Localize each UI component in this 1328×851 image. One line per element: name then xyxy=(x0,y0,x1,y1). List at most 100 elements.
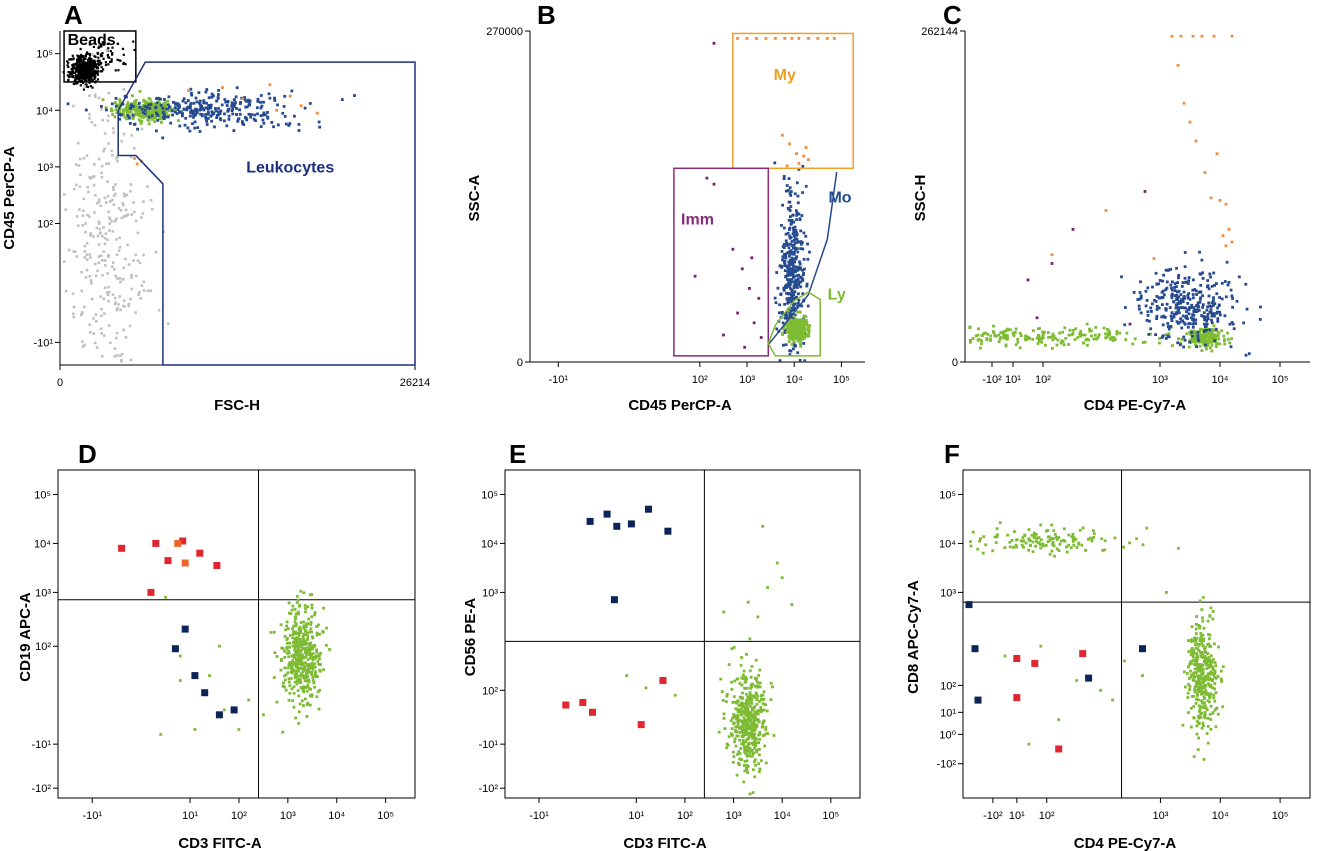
point xyxy=(989,334,992,338)
point xyxy=(107,210,110,214)
point xyxy=(101,118,105,122)
point xyxy=(794,248,797,251)
point xyxy=(744,740,748,744)
point xyxy=(75,69,78,72)
point xyxy=(754,743,757,747)
point xyxy=(755,37,758,40)
point xyxy=(1070,535,1074,539)
point xyxy=(124,208,128,212)
point xyxy=(796,310,800,314)
y-axis-label-a: CD45 PerCP-A xyxy=(1,146,18,250)
point xyxy=(778,311,781,315)
point xyxy=(309,644,312,648)
point xyxy=(782,177,786,181)
point xyxy=(300,699,304,703)
point xyxy=(795,269,799,272)
point xyxy=(1206,673,1209,677)
point xyxy=(111,293,115,296)
point xyxy=(801,292,805,296)
point xyxy=(1021,536,1025,539)
point xyxy=(1041,332,1045,336)
point xyxy=(122,266,125,270)
point xyxy=(789,250,792,254)
point xyxy=(130,134,133,137)
point xyxy=(294,650,298,654)
point xyxy=(742,732,746,735)
point xyxy=(304,633,307,637)
point xyxy=(1154,333,1157,336)
point xyxy=(795,233,799,236)
point xyxy=(1013,694,1021,702)
point xyxy=(1220,680,1223,683)
point xyxy=(78,64,81,67)
point xyxy=(1210,318,1213,322)
point xyxy=(1192,319,1196,323)
point xyxy=(313,613,316,617)
point xyxy=(748,715,752,719)
point xyxy=(95,346,99,349)
point xyxy=(753,739,757,743)
point xyxy=(102,149,105,153)
point xyxy=(163,98,166,101)
point xyxy=(786,301,790,305)
point xyxy=(755,741,758,745)
point xyxy=(740,702,744,706)
point xyxy=(92,317,95,320)
y-tick-label-e-4: 10⁴ xyxy=(481,538,498,550)
point xyxy=(208,674,211,677)
point xyxy=(67,70,70,74)
point xyxy=(1188,663,1191,666)
point xyxy=(745,686,749,690)
point xyxy=(307,668,310,671)
point xyxy=(1045,529,1048,533)
point xyxy=(1199,677,1203,680)
point xyxy=(792,284,796,288)
point xyxy=(88,253,92,256)
point xyxy=(80,271,83,274)
point xyxy=(1194,139,1198,143)
point xyxy=(790,221,793,225)
point xyxy=(318,632,321,636)
point xyxy=(118,354,122,357)
point xyxy=(1186,294,1190,297)
y-tick-label-e-1: -10¹ xyxy=(478,739,498,751)
point xyxy=(763,733,766,737)
point xyxy=(1059,539,1063,543)
point xyxy=(1199,284,1203,287)
point xyxy=(218,117,222,120)
point xyxy=(1212,312,1216,315)
point xyxy=(984,543,988,547)
point xyxy=(118,110,121,113)
point xyxy=(1208,330,1212,333)
point xyxy=(1169,314,1173,318)
point xyxy=(79,79,82,82)
point xyxy=(169,121,173,125)
point xyxy=(1031,659,1039,667)
point xyxy=(787,280,791,284)
point xyxy=(790,342,794,346)
point xyxy=(310,673,314,676)
point xyxy=(269,631,273,634)
point xyxy=(129,358,133,362)
point xyxy=(207,103,210,107)
point xyxy=(1209,606,1213,610)
point xyxy=(146,289,150,293)
point xyxy=(294,612,298,616)
point xyxy=(1222,334,1226,338)
point xyxy=(579,699,587,706)
point xyxy=(1039,644,1043,648)
point xyxy=(161,136,165,140)
point xyxy=(185,106,189,110)
point xyxy=(751,715,755,719)
point xyxy=(1024,338,1028,342)
point xyxy=(798,342,802,345)
point xyxy=(1170,294,1174,297)
point xyxy=(780,576,784,580)
point xyxy=(1003,654,1007,658)
point xyxy=(307,617,311,621)
point xyxy=(255,106,259,110)
point xyxy=(1176,63,1180,67)
point xyxy=(1217,331,1221,335)
point xyxy=(752,747,756,750)
point xyxy=(1247,352,1251,356)
